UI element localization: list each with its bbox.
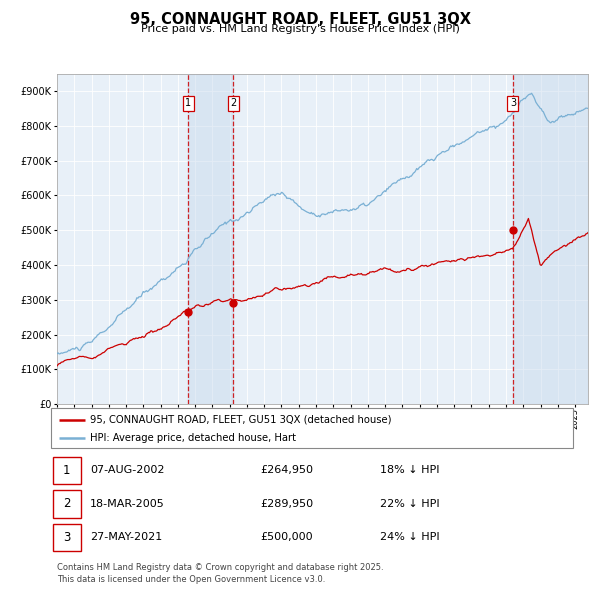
- FancyBboxPatch shape: [53, 490, 81, 517]
- Text: 18% ↓ HPI: 18% ↓ HPI: [380, 466, 439, 476]
- Bar: [188, 74, 233, 404]
- Text: 2: 2: [63, 497, 71, 510]
- Text: Price paid vs. HM Land Registry's House Price Index (HPI): Price paid vs. HM Land Registry's House …: [140, 24, 460, 34]
- Text: £500,000: £500,000: [260, 532, 313, 542]
- Text: HPI: Average price, detached house, Hart: HPI: Average price, detached house, Hart: [90, 434, 296, 443]
- Text: 3: 3: [510, 99, 516, 109]
- Text: 27-MAY-2021: 27-MAY-2021: [90, 532, 163, 542]
- Text: 24% ↓ HPI: 24% ↓ HPI: [380, 532, 439, 542]
- Text: Contains HM Land Registry data © Crown copyright and database right 2025.
This d: Contains HM Land Registry data © Crown c…: [57, 563, 383, 584]
- FancyBboxPatch shape: [53, 457, 81, 484]
- Text: 07-AUG-2002: 07-AUG-2002: [90, 466, 164, 476]
- Text: 1: 1: [185, 99, 191, 109]
- Text: 3: 3: [63, 531, 71, 544]
- Text: £264,950: £264,950: [260, 466, 313, 476]
- FancyBboxPatch shape: [53, 524, 81, 551]
- Bar: [513, 74, 588, 404]
- Text: 22% ↓ HPI: 22% ↓ HPI: [380, 499, 439, 509]
- FancyBboxPatch shape: [51, 408, 573, 448]
- Text: £289,950: £289,950: [260, 499, 313, 509]
- Text: 95, CONNAUGHT ROAD, FLEET, GU51 3QX (detached house): 95, CONNAUGHT ROAD, FLEET, GU51 3QX (det…: [90, 415, 392, 425]
- Text: 1: 1: [63, 464, 71, 477]
- Text: 2: 2: [230, 99, 236, 109]
- Text: 18-MAR-2005: 18-MAR-2005: [90, 499, 165, 509]
- Text: 95, CONNAUGHT ROAD, FLEET, GU51 3QX: 95, CONNAUGHT ROAD, FLEET, GU51 3QX: [130, 12, 470, 27]
